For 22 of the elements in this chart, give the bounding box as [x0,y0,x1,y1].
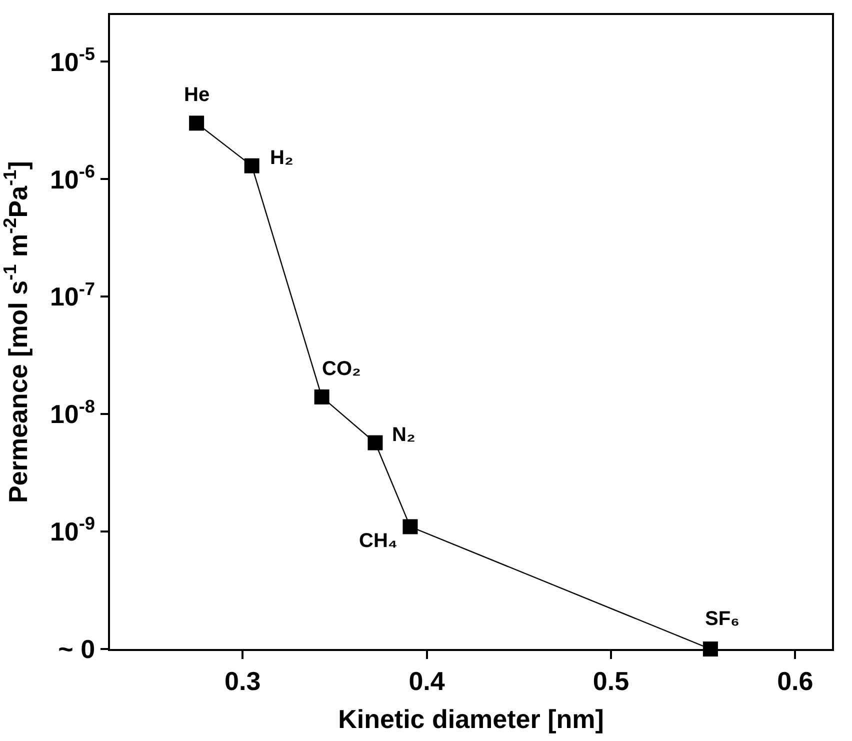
y-tick-label: 10$^{-5}$ [50,44,96,77]
x-axis-title: Kinetic diameter [nm] [338,704,604,734]
annotation: CO₂ [322,358,361,380]
point [402,519,418,534]
annotation: CH₄ [359,530,398,552]
point [244,158,260,174]
point [314,389,330,404]
annotation: H₂ [270,147,294,169]
x-tick-label: 0.4 [408,666,446,696]
annotation: SF₆ [705,608,740,630]
y-tick-label: ~ 0 [58,634,96,664]
y-tick-label: 10$^{-9}$ [50,514,96,547]
point [368,435,383,450]
annotation: He [184,84,210,106]
y-tick-label: 10$^{-8}$ [50,396,96,430]
x-tick-label: 0.5 [592,666,630,696]
x-tick-label: 0.3 [224,666,261,696]
annotation: N₂ [392,424,416,446]
x-tick-label: 0.6 [777,666,814,696]
y-tick-label: 10$^{-6}$ [50,161,96,194]
point [189,116,204,131]
y-tick-label: 10$^{-7}$ [50,278,96,312]
